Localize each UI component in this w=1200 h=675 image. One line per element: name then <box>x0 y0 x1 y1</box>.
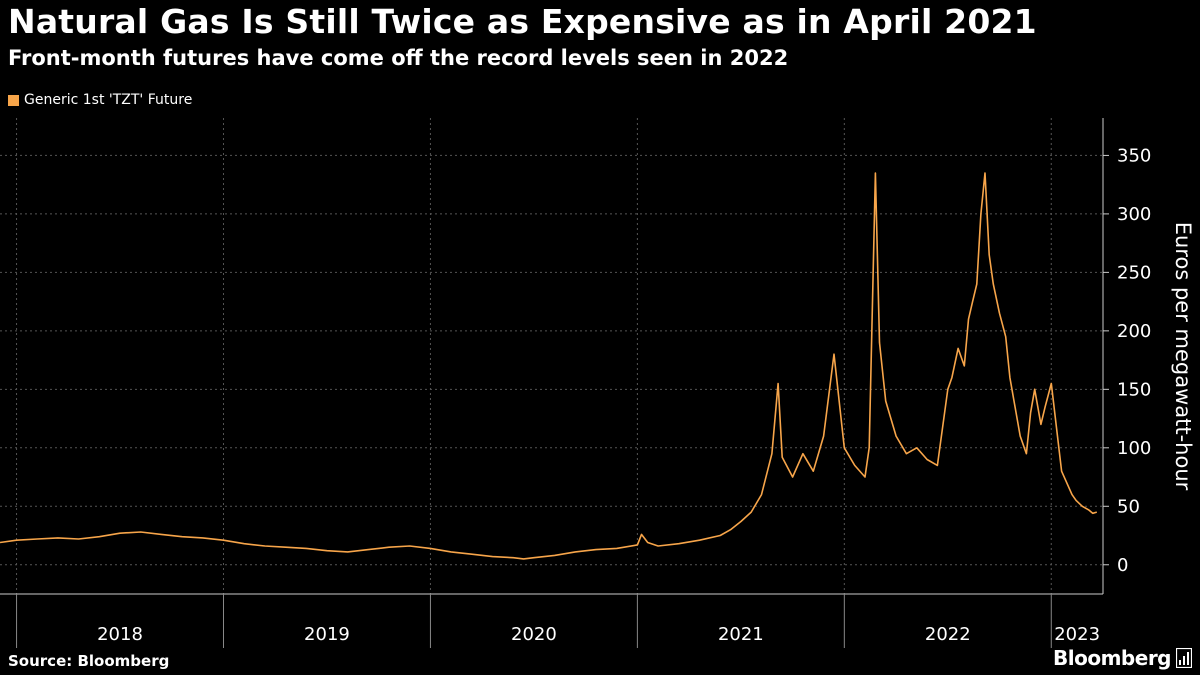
legend-label: Generic 1st 'TZT' Future <box>24 92 193 108</box>
y-tick-label: 100 <box>1117 438 1151 459</box>
chart-title: Natural Gas Is Still Twice as Expensive … <box>8 2 1037 41</box>
y-tick-label: 50 <box>1117 496 1140 517</box>
y-tick-label: 350 <box>1117 145 1151 166</box>
source-note: Source: Bloomberg <box>8 652 170 670</box>
y-tick-label: 150 <box>1117 379 1151 400</box>
x-tick-label: 2019 <box>304 624 350 645</box>
x-tick-label: 2021 <box>718 624 764 645</box>
brand-text: Bloomberg <box>1053 646 1171 670</box>
y-tick-label: 0 <box>1117 555 1128 576</box>
bloomberg-logo: Bloomberg <box>1053 646 1192 670</box>
y-axis-label: Euros per megawatt-hour <box>1171 222 1195 491</box>
chart-subtitle: Front-month futures have come off the re… <box>8 46 789 70</box>
series-line <box>0 172 1098 560</box>
y-tick-label: 200 <box>1117 321 1151 342</box>
y-tick-label: 250 <box>1117 262 1151 283</box>
x-tick-label: 2023 <box>1054 624 1100 645</box>
y-tick-label: 300 <box>1117 204 1151 225</box>
x-tick-label: 2018 <box>97 624 143 645</box>
bloomberg-mark-icon <box>1176 648 1192 668</box>
legend-swatch <box>8 94 19 106</box>
legend: Generic 1st 'TZT' Future <box>8 92 192 108</box>
x-tick-label: 2022 <box>925 624 971 645</box>
x-tick-label: 2020 <box>511 624 557 645</box>
